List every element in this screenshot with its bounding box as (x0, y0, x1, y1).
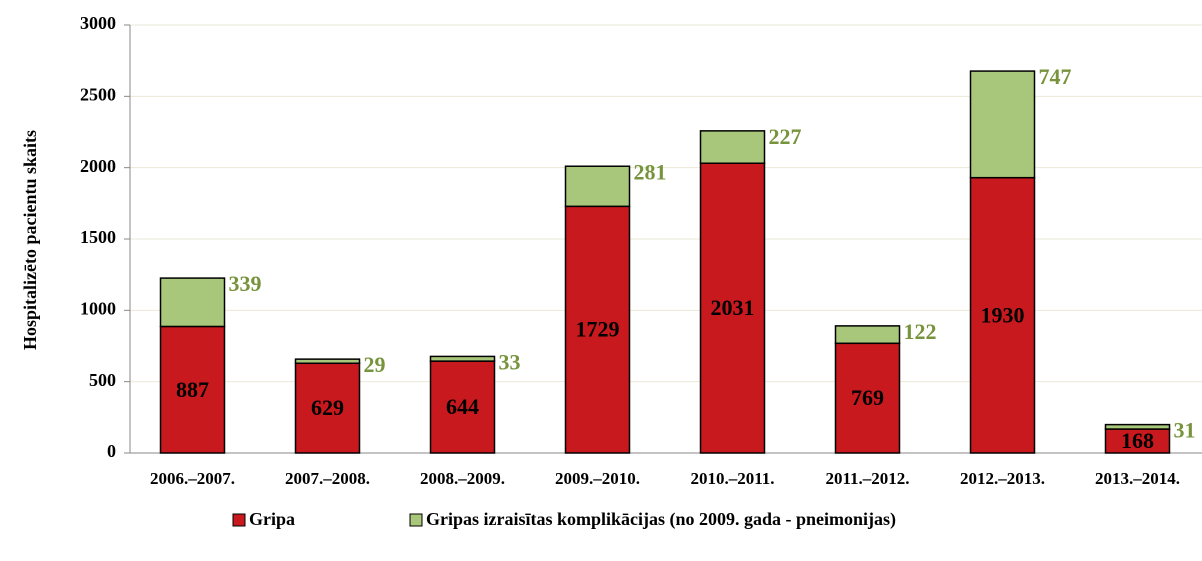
data-label: 1930 (981, 302, 1025, 327)
bar-segment (429, 355, 496, 362)
x-tick-label: 2012.–2013. (960, 469, 1045, 488)
data-label: 227 (769, 124, 802, 149)
bar-segment (564, 205, 631, 454)
data-label: 644 (446, 394, 479, 419)
x-tick-label: 2009.–2010. (555, 469, 640, 488)
data-label: 747 (1039, 64, 1072, 89)
bar-segment (834, 342, 901, 454)
bar-segment (294, 362, 361, 454)
data-label: 281 (634, 159, 667, 184)
y-tick-label: 1000 (80, 298, 116, 318)
bar-segment (429, 360, 496, 454)
bar-segment (294, 358, 361, 365)
y-tick-label: 2000 (80, 156, 116, 176)
x-tick-label: 2006.–2007. (150, 469, 235, 488)
data-label: 29 (364, 352, 386, 377)
bar-segment (159, 277, 226, 328)
data-label: 122 (904, 319, 937, 344)
data-label: 2031 (711, 295, 755, 320)
bar-segment (969, 70, 1036, 179)
data-label: 31 (1174, 418, 1196, 443)
y-tick-label: 500 (89, 370, 116, 390)
data-label: 168 (1121, 428, 1154, 453)
y-tick-label: 2500 (80, 84, 116, 104)
legend-label: Gripas izraisītas komplikācijas (no 2009… (426, 509, 896, 530)
x-tick-label: 2011.–2012. (825, 469, 909, 488)
data-label: 769 (851, 385, 884, 410)
y-tick-label: 3000 (80, 13, 116, 33)
x-tick-label: 2010.–2011. (690, 469, 774, 488)
data-label: 1729 (576, 317, 620, 342)
data-label: 629 (311, 395, 344, 420)
x-tick-label: 2008.–2009. (420, 469, 505, 488)
bar-segment (834, 325, 901, 345)
bar-segment (699, 130, 766, 164)
y-tick-label: 1500 (80, 227, 116, 247)
y-axis-label: Hospitalizēto pacientu skaits (20, 130, 40, 350)
bar-segment (564, 165, 631, 208)
x-tick-label: 2013.–2014. (1095, 469, 1180, 488)
bar-segment (699, 162, 766, 454)
legend-swatch (232, 513, 246, 527)
data-label: 887 (176, 377, 209, 402)
x-tick-label: 2007.–2008. (285, 469, 370, 488)
bar-segment (1104, 423, 1171, 430)
legend-swatch (409, 513, 423, 527)
data-label: 33 (499, 349, 521, 374)
legend-label: Gripa (249, 509, 295, 529)
y-tick-label: 0 (107, 441, 116, 461)
data-label: 339 (229, 271, 262, 296)
bar-segment (159, 325, 226, 454)
